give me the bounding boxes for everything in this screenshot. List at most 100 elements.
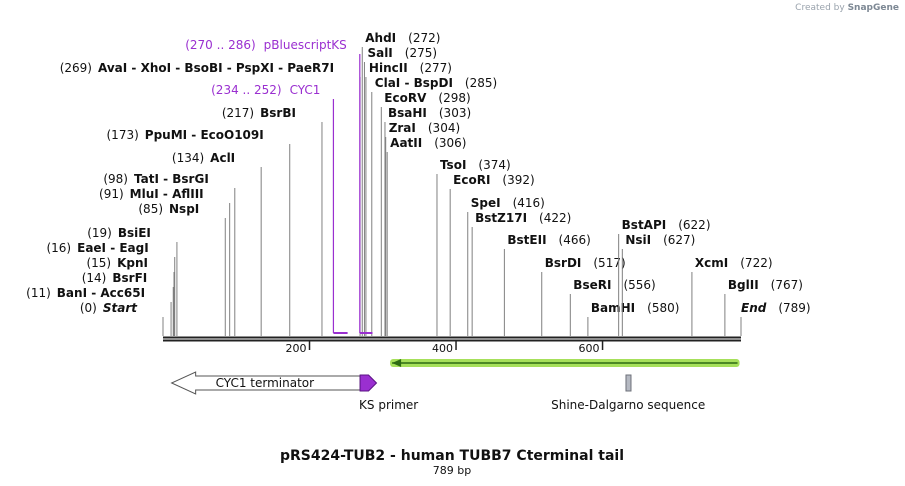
snapgene-logo: SnapGene — [847, 3, 899, 13]
site-name: BsrDI — [545, 256, 582, 270]
site-position: (0) — [80, 301, 97, 315]
site-position: (15) — [86, 256, 111, 270]
site-position: (422) — [539, 211, 571, 225]
site-position: (134) — [172, 151, 204, 165]
site-position: (11) — [26, 286, 51, 300]
site-name: PpuMI - EcoO109I — [145, 128, 264, 142]
cut-site-label: SalI (275) — [367, 46, 437, 60]
scale-tick-label: 400 — [432, 342, 453, 355]
cut-site-label: EaeI - EagI (16) — [46, 241, 148, 255]
cut-site-label: HincII (277) — [369, 61, 452, 75]
site-name: SalI — [367, 46, 392, 60]
shine-dalgarno-label: Shine-Dalgarno sequence — [551, 398, 705, 412]
site-name: AhdI — [365, 31, 396, 45]
cut-site-label: BsaHI (303) — [388, 106, 471, 120]
site-name: SpeI — [471, 196, 501, 210]
site-name: EaeI - EagI — [77, 241, 149, 255]
site-name: End — [741, 301, 767, 315]
site-position: (16) — [46, 241, 71, 255]
ks-primer-arrow — [359, 374, 378, 392]
feature-label-name: pBluescriptKS — [264, 38, 347, 52]
site-name: BanI - Acc65I — [57, 286, 145, 300]
cut-site-label: TsoI (374) — [440, 158, 511, 172]
cut-site-label: ClaI - BspDI (285) — [375, 76, 497, 90]
site-position: (98) — [103, 172, 128, 186]
cut-site-label: KpnI (15) — [86, 256, 148, 270]
site-name: TatI - BsrGI — [134, 172, 209, 186]
site-position: (466) — [559, 233, 591, 247]
scale-tick-label: 600 — [579, 342, 600, 355]
site-position: (306) — [434, 136, 466, 150]
site-position: (416) — [513, 196, 545, 210]
site-position: (374) — [478, 158, 510, 172]
cut-site-label: EcoRI (392) — [453, 173, 535, 187]
site-name: TsoI — [440, 158, 466, 172]
site-name: AclI — [210, 151, 235, 165]
site-name: AvaI - XhoI - BsoBI - PspXI - PaeR7I — [98, 61, 334, 75]
site-name: KpnI — [117, 256, 148, 270]
cut-site-label: NsiI (627) — [625, 233, 695, 247]
site-name: MluI - AflIII — [130, 187, 204, 201]
feature-label-range: (270 .. 286) — [185, 38, 255, 52]
credit-prefix: Created by — [795, 3, 845, 13]
shine-dalgarno-box — [625, 374, 632, 392]
site-position: (14) — [82, 271, 107, 285]
scale-tick-label: 200 — [286, 342, 307, 355]
feature-label-pbluescriptks: pBluescriptKS (270 .. 286) — [185, 38, 347, 52]
cut-site-label: BstZ17I (422) — [475, 211, 571, 225]
site-name: EcoRV — [384, 91, 427, 105]
site-position: (269) — [60, 61, 92, 75]
site-name: Start — [103, 301, 138, 315]
site-name: NspI — [169, 202, 199, 216]
cut-site-label: BsrDI (517) — [545, 256, 626, 270]
site-name: BsiEI — [118, 226, 151, 240]
site-position: (217) — [222, 106, 254, 120]
cut-site-label: AvaI - XhoI - BsoBI - PspXI - PaeR7I (269… — [60, 61, 334, 75]
site-name: BstZ17I — [475, 211, 527, 225]
site-name: BamHI — [591, 301, 635, 315]
cut-site-label: MluI - AflIII (91) — [99, 187, 204, 201]
site-position: (272) — [408, 31, 440, 45]
cut-site-label: SpeI (416) — [471, 196, 545, 210]
cut-site-label: XcmI (722) — [695, 256, 773, 270]
site-name: BstAPI — [622, 218, 667, 232]
site-position: (556) — [623, 278, 655, 292]
feature-label-cyc1: CYC1 (234 .. 252) — [211, 83, 320, 97]
site-name: AatII — [390, 136, 422, 150]
cyc1-terminator-label: CYC1 terminator — [216, 376, 315, 390]
cut-site-label: BglII (767) — [728, 278, 803, 292]
map-title: pRS424-TUB2 - human TUBB7 Cterminal tail — [280, 448, 624, 464]
cut-site-label: AhdI (272) — [365, 31, 440, 45]
site-position: (517) — [593, 256, 625, 270]
site-position: (392) — [502, 173, 534, 187]
site-position: (722) — [740, 256, 772, 270]
cut-site-label: BsiEI (19) — [87, 226, 151, 240]
site-position: (85) — [138, 202, 163, 216]
site-position: (298) — [438, 91, 470, 105]
site-name: XcmI — [695, 256, 728, 270]
site-position: (622) — [678, 218, 710, 232]
feature-label-name: CYC1 — [290, 83, 321, 97]
snapgene-credit: Created by SnapGene — [795, 3, 899, 13]
site-name: ClaI - BspDI — [375, 76, 453, 90]
cut-site-label: BsrBI (217) — [222, 106, 296, 120]
site-position: (767) — [771, 278, 803, 292]
site-position: (19) — [87, 226, 112, 240]
cut-site-label: BstEII (466) — [507, 233, 590, 247]
feature-label-range: (234 .. 252) — [211, 83, 281, 97]
site-position: (285) — [465, 76, 497, 90]
cut-site-label: BanI - Acc65I (11) — [26, 286, 145, 300]
site-name: ZraI — [389, 121, 416, 135]
cut-site-label: Start (0) — [80, 301, 138, 315]
site-name: BglII — [728, 278, 759, 292]
cut-site-label: BsrFI (14) — [82, 271, 148, 285]
cut-site-label: EcoRV (298) — [384, 91, 470, 105]
site-position: (627) — [663, 233, 695, 247]
cut-site-label: PpuMI - EcoO109I (173) — [107, 128, 264, 142]
site-position: (304) — [428, 121, 460, 135]
site-name: BsrBI — [260, 106, 296, 120]
cut-site-label: NspI (85) — [138, 202, 199, 216]
cut-site-label: AatII (306) — [390, 136, 466, 150]
site-name: BsrFI — [112, 271, 147, 285]
